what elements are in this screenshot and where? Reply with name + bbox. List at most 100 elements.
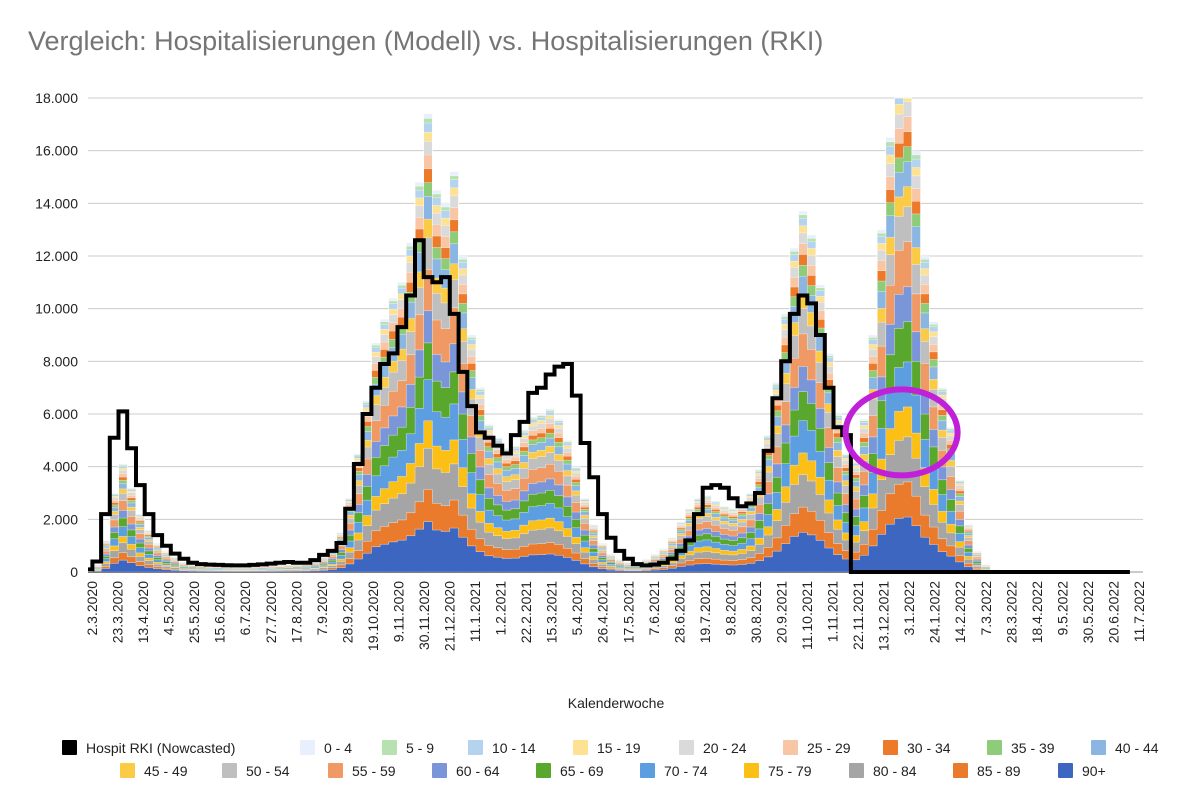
y-tick-label: 16.000 (35, 143, 78, 159)
x-tick-label: 1.2.2021 (493, 581, 509, 636)
legend-swatch (640, 763, 655, 778)
annotation-ellipse (842, 386, 961, 479)
legend-swatch (953, 763, 968, 778)
legend-swatch (382, 740, 397, 755)
x-tick-label: 25.5.2020 (186, 581, 202, 643)
legend-swatch (468, 740, 483, 755)
area-50-54 (87, 206, 1143, 573)
x-tick-label: 17.5.2021 (620, 581, 636, 643)
area-65-69 (87, 321, 1143, 573)
x-tick-label: 28.3.2022 (1003, 581, 1019, 643)
legend-label: 20 - 24 (703, 740, 747, 756)
x-tick-label: 9.8.2021 (722, 581, 738, 636)
x-tick-label: 23.3.2020 (110, 581, 126, 643)
x-tick-label: 11.1.2021 (467, 581, 483, 642)
area-25-29 (87, 116, 1143, 573)
x-axis-label: Kalenderwoche (568, 695, 665, 711)
area-0-4 (88, 97, 1143, 573)
x-tick-label: 26.4.2021 (595, 581, 611, 643)
x-tick-label: 20.6.2022 (1105, 581, 1121, 643)
legend-label: 30 - 34 (907, 740, 951, 756)
x-tick-label: 27.7.2020 (263, 581, 279, 643)
legend-swatch (432, 763, 447, 778)
legend-label: 65 - 69 (560, 763, 604, 779)
x-tick-label: 20.9.2021 (773, 581, 789, 643)
x-tick-label: 22.11.2021 (850, 581, 866, 650)
x-tick-label: 30.8.2021 (748, 581, 764, 643)
x-tick-label: 19.10.2020 (365, 581, 381, 651)
legend-swatch (679, 740, 694, 755)
y-tick-label: 0 (70, 564, 78, 580)
x-tick-label: 7.3.2022 (978, 581, 994, 636)
x-tick-label: 28.6.2021 (671, 581, 687, 643)
x-tick-label: 15.6.2020 (212, 581, 228, 643)
legend-label: 40 - 44 (1115, 740, 1159, 756)
area-35-39 (88, 146, 1143, 573)
legend-swatch (987, 740, 1002, 755)
x-tick-label: 11.10.2021 (799, 581, 815, 650)
legend-label: 55 - 59 (352, 763, 396, 779)
legend-label: 5 - 9 (406, 740, 434, 756)
x-tick-label: 1.11.2021 (825, 581, 841, 642)
x-tick-label: 9.11.2020 (390, 581, 406, 642)
area-5-9 (88, 97, 1143, 573)
x-tick-label: 6.7.2020 (237, 581, 253, 636)
legend-label: 10 - 14 (492, 740, 536, 756)
x-tick-label: 13.12.2021 (876, 581, 892, 651)
legend-swatch (300, 740, 315, 755)
x-tick-label: 24.1.2022 (927, 581, 943, 643)
area-10-14 (87, 97, 1143, 573)
x-tick-label: 30.5.2022 (1080, 581, 1096, 643)
y-tick-label: 18.000 (35, 90, 78, 106)
x-tick-label: 30.11.2020 (416, 581, 432, 650)
y-tick-label: 12.000 (35, 248, 78, 264)
x-tick-label: 17.8.2020 (288, 581, 304, 643)
area-40-44 (87, 161, 1143, 573)
legend-swatch (120, 763, 135, 778)
y-tick-label: 4.000 (43, 459, 78, 475)
legend-swatch (222, 763, 237, 778)
x-tick-label: 5.4.2021 (569, 581, 585, 636)
x-tick-label: 19.7.2021 (697, 581, 713, 643)
x-tick-label: 2.3.2020 (84, 581, 100, 636)
area-55-59 (87, 241, 1143, 573)
area-20-24 (87, 101, 1143, 573)
legend-swatch (849, 763, 864, 778)
area-60-64 (87, 286, 1143, 573)
x-tick-label: 7.9.2020 (314, 581, 330, 636)
chart-title: Vergleich: Hospitalisierungen (Modell) v… (28, 26, 824, 56)
area-45-49 (87, 186, 1143, 573)
area-15-19 (88, 97, 1143, 573)
y-tick-label: 10.000 (35, 301, 78, 317)
legend-swatch (744, 763, 759, 778)
x-tick-label: 13.4.2020 (135, 581, 151, 643)
x-tick-label: 3.1.2022 (901, 581, 917, 636)
legend-swatch (883, 740, 898, 755)
legend-swatch (328, 763, 343, 778)
legend-label: 85 - 89 (977, 763, 1021, 779)
legend-label: 90+ (1082, 763, 1106, 779)
x-tick-label: 21.12.2020 (442, 581, 458, 651)
y-tick-label: 6.000 (43, 406, 78, 422)
legend-swatch (62, 740, 77, 755)
x-tick-label: 14.2.2022 (952, 581, 968, 643)
x-tick-label: 4.5.2020 (161, 581, 177, 636)
legend-label: 80 - 84 (873, 763, 917, 779)
x-tick-label: 7.6.2021 (646, 581, 662, 636)
y-tick-label: 8.000 (43, 353, 78, 369)
x-tick-label: 11.7.2022 (1131, 581, 1147, 642)
legend-swatch (573, 740, 588, 755)
legend-label: 70 - 74 (664, 763, 708, 779)
x-tick-label: 28.9.2020 (339, 581, 355, 643)
legend-swatch (783, 740, 798, 755)
legend-label: 25 - 29 (807, 740, 851, 756)
legend-label: 0 - 4 (324, 740, 352, 756)
legend-label: 35 - 39 (1011, 740, 1055, 756)
legend-swatch (536, 763, 551, 778)
legend-label: 45 - 49 (144, 763, 188, 779)
legend-swatch (1091, 740, 1106, 755)
legend-label: 75 - 79 (768, 763, 812, 779)
legend-label: Hospit RKI (Nowcasted) (86, 740, 235, 756)
x-tick-label: 15.3.2021 (544, 581, 560, 643)
